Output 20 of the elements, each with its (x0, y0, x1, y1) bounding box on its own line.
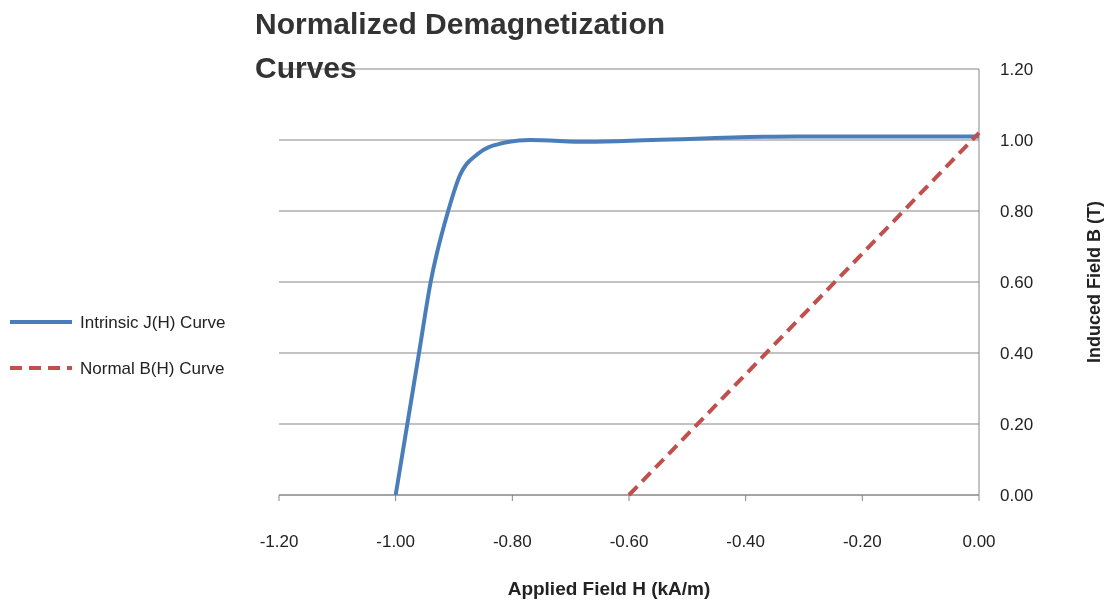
chart-title: Normalized Demagnetization Curves (255, 7, 666, 84)
y-axis-title: Induced Field B (T) (1084, 201, 1104, 363)
legend-label: Intrinsic J(H) Curve (80, 313, 226, 332)
legend-label: Normal B(H) Curve (80, 359, 225, 378)
x-tick-label: -1.00 (376, 532, 416, 551)
y-tick-label: 0.40 (1000, 344, 1034, 363)
y-tick-label: 0.60 (1000, 273, 1034, 292)
y-tick-label: 1.00 (1000, 131, 1034, 150)
y-tick-label: 0.00 (1000, 486, 1034, 505)
y-tick-label: 0.20 (1000, 415, 1034, 434)
y-tick-label: 0.80 (1000, 202, 1034, 221)
line-series (393, 134, 981, 497)
x-tick-label: -0.20 (842, 532, 882, 551)
x-axis-title: Applied Field H (kA/m) (507, 578, 711, 599)
y-tick-label: 1.20 (1000, 60, 1034, 79)
x-tick-label: 0.00 (962, 532, 996, 551)
x-tick-label: -0.60 (609, 532, 649, 551)
x-tick-label: -0.40 (726, 532, 766, 551)
x-tick-label: -0.80 (492, 532, 532, 551)
x-tick-label: -1.20 (259, 532, 299, 551)
